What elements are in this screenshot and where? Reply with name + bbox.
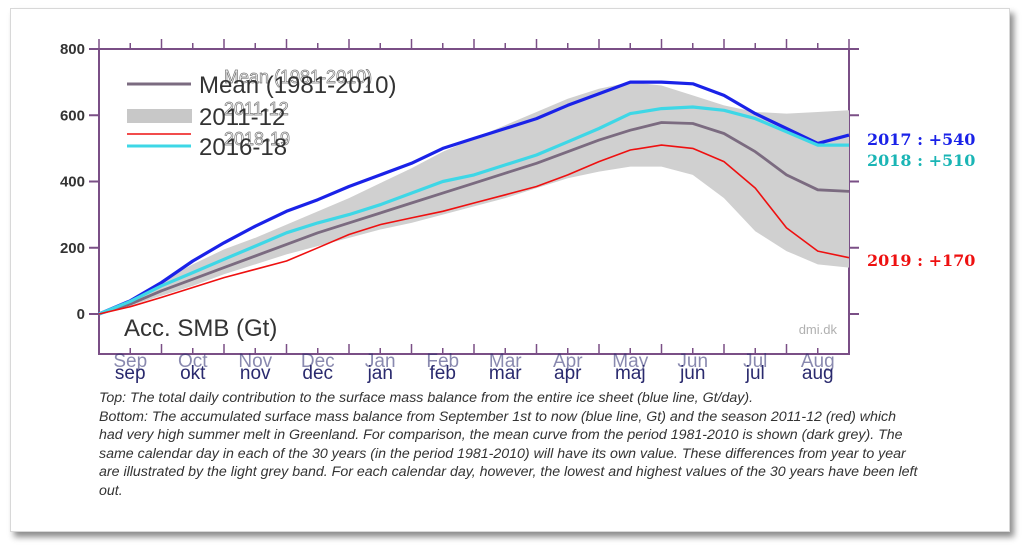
legend-ghost-label: 2011-12 [224,99,289,119]
caption-bottom: Bottom: The accumulated surface mass bal… [99,408,918,499]
xtick-label-top: Jan [365,351,396,372]
xtick-label-top: Mar [489,351,522,372]
ytick-label: 200 [60,240,85,257]
xtick-label: okt [180,363,206,384]
series-line-mean-1981-2010- [98,121,850,316]
legend-swatch [127,109,192,123]
legend-label: 2016-18 [199,134,287,161]
figure-frame: 0 200 400 600 800 Sep sep Oct okt Nov nov Dec dec Jan… [10,8,1010,532]
xtick-label: apr [554,363,582,384]
annotation-label: 2019 : +170 [867,251,975,270]
xtick-label: mar [489,363,522,384]
band-area [99,82,849,314]
annotation-label: 2017 : +540 [867,130,975,149]
ytick-label: 600 [60,107,85,124]
xtick-label-top: Jul [743,351,767,372]
xtick-label: jan [367,363,393,384]
xtick-label: feb [430,363,456,384]
y-axis-label: Acc. SMB (Gt) [124,315,277,342]
series-line-2017-18 [98,80,850,316]
xtick-label-top: Nov [238,351,272,372]
caption-top: Top: The total daily contribution to the… [99,390,754,406]
annotation-label: 2018 : +510 [867,151,975,170]
legend-ghost-label: 2018-19 [224,129,290,149]
series-lines [98,80,850,316]
figure-caption: Top: The total daily contribution to the… [99,389,919,501]
xtick-label: nov [240,363,271,384]
xtick-label-top: Jun [677,351,708,372]
ytick-label: 800 [60,41,85,58]
legend: Mean (1981-2010)Mean (1981-2010)2011-122… [127,67,396,161]
xtick-label-top: Apr [553,351,583,372]
ytick-label: 400 [60,174,85,191]
series-line-2018-19 [98,144,850,315]
legend-ghost-label: Mean (1981-2010) [224,67,372,87]
xtick-label-top: May [612,351,648,372]
xtick-label-top: Sep [113,351,147,372]
variability-band [99,82,849,314]
legend-label: Mean (1981-2010) [199,72,396,99]
annotations: 2017 : +540 2018 : +510 2019 : +170 [867,130,975,270]
ytick-label: 0 [77,306,85,323]
xtick-label: maj [615,363,646,384]
xtick-label: aug [802,363,834,384]
xtick-label-top: Oct [178,351,208,372]
xtick-label-top: Feb [426,351,459,372]
xtick-label: sep [115,363,146,384]
xtick-label: jun [679,363,705,384]
credit-label: dmi.dk [799,322,838,337]
xtick-label: jul [745,363,765,384]
xtick-label-top: Aug [801,351,835,372]
xtick-label-top: Dec [301,351,335,372]
xtick-label: dec [302,363,333,384]
series-line-2016-18 [98,105,849,316]
legend-label: 2011-12 [199,104,285,131]
